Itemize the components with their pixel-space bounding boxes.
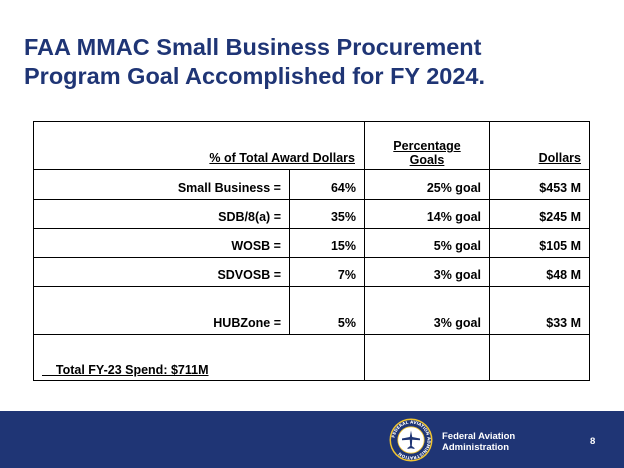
header-percentage-goals: Percentage Goals: [364, 121, 490, 170]
row-goal: 5% goal: [364, 228, 490, 258]
header-percentage-line-1: Percentage: [393, 139, 461, 153]
row-dollars: $33 M: [489, 286, 590, 335]
slide-title: FAA MMAC Small Business Procurement Prog…: [24, 33, 604, 91]
footer-bar: [0, 411, 624, 468]
table-row: Small Business = 64% 25% goal $453 M: [33, 169, 590, 200]
row-percent: 7%: [289, 257, 365, 287]
row-label: SDB/8(a) =: [33, 199, 290, 229]
row-label: WOSB =: [33, 228, 290, 258]
row-dollars: $48 M: [489, 257, 590, 287]
row-goal: 25% goal: [364, 169, 490, 200]
row-label: SDVOSB =: [33, 257, 290, 287]
row-percent: 35%: [289, 199, 365, 229]
row-dollars: $453 M: [489, 169, 590, 200]
header-percentage-line-2: Goals: [409, 153, 445, 167]
row-label: Small Business =: [33, 169, 290, 200]
row-percent: 64%: [289, 169, 365, 200]
row-goal: 3% goal: [364, 257, 490, 287]
slide-title-line-2: Program Goal Accomplished for FY 2024.: [24, 63, 486, 89]
row-goal: 3% goal: [364, 286, 490, 335]
empty-cell: [489, 334, 590, 381]
agency-name: Federal Aviation Administration: [442, 431, 515, 453]
row-label: HUBZone =: [33, 286, 290, 335]
header-total-award-dollars: % of Total Award Dollars: [33, 121, 365, 170]
header-dollars: Dollars: [489, 121, 590, 170]
row-percent: 15%: [289, 228, 365, 258]
table-row: WOSB = 15% 5% goal $105 M: [33, 228, 590, 258]
page-number: 8: [590, 436, 596, 447]
table-row: HUBZone = 5% 3% goal $33 M: [33, 286, 590, 335]
table-row: SDVOSB = 7% 3% goal $48 M: [33, 257, 590, 287]
row-dollars: $245 M: [489, 199, 590, 229]
row-dollars: $105 M: [489, 228, 590, 258]
empty-cell: [364, 334, 490, 381]
table-header-row: % of Total Award Dollars Percentage Goal…: [33, 121, 590, 170]
faa-seal-icon: FEDERAL AVIATION ADMINISTRATION: [389, 418, 433, 462]
slide-title-line-1: FAA MMAC Small Business Procurement: [24, 34, 482, 60]
total-spend-label: Total FY-23 Spend: $711M: [42, 363, 209, 377]
table-total-row: Total FY-23 Spend: $711M: [33, 334, 590, 381]
agency-name-line-2: Administration: [442, 442, 510, 453]
procurement-goals-table: % of Total Award Dollars Percentage Goal…: [33, 121, 590, 381]
row-percent: 5%: [289, 286, 365, 335]
agency-name-line-1: Federal Aviation: [442, 431, 516, 442]
row-goal: 14% goal: [364, 199, 490, 229]
total-spend-cell: Total FY-23 Spend: $711M: [33, 334, 365, 381]
table-row: SDB/8(a) = 35% 14% goal $245 M: [33, 199, 590, 229]
